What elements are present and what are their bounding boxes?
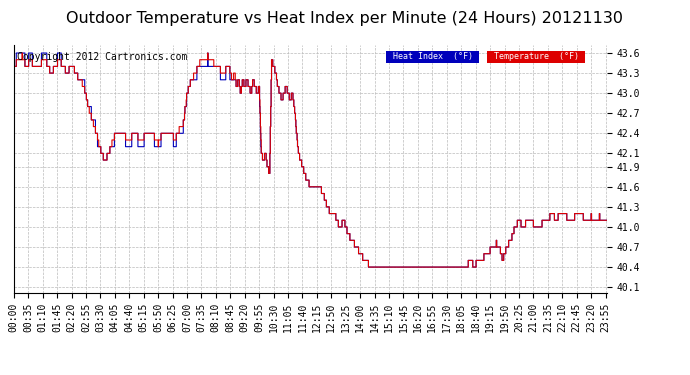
Text: Heat Index  (°F): Heat Index (°F) (388, 53, 477, 62)
Text: Copyright 2012 Cartronics.com: Copyright 2012 Cartronics.com (17, 53, 187, 62)
Text: Temperature  (°F): Temperature (°F) (489, 53, 584, 62)
Text: Outdoor Temperature vs Heat Index per Minute (24 Hours) 20121130: Outdoor Temperature vs Heat Index per Mi… (66, 11, 624, 26)
